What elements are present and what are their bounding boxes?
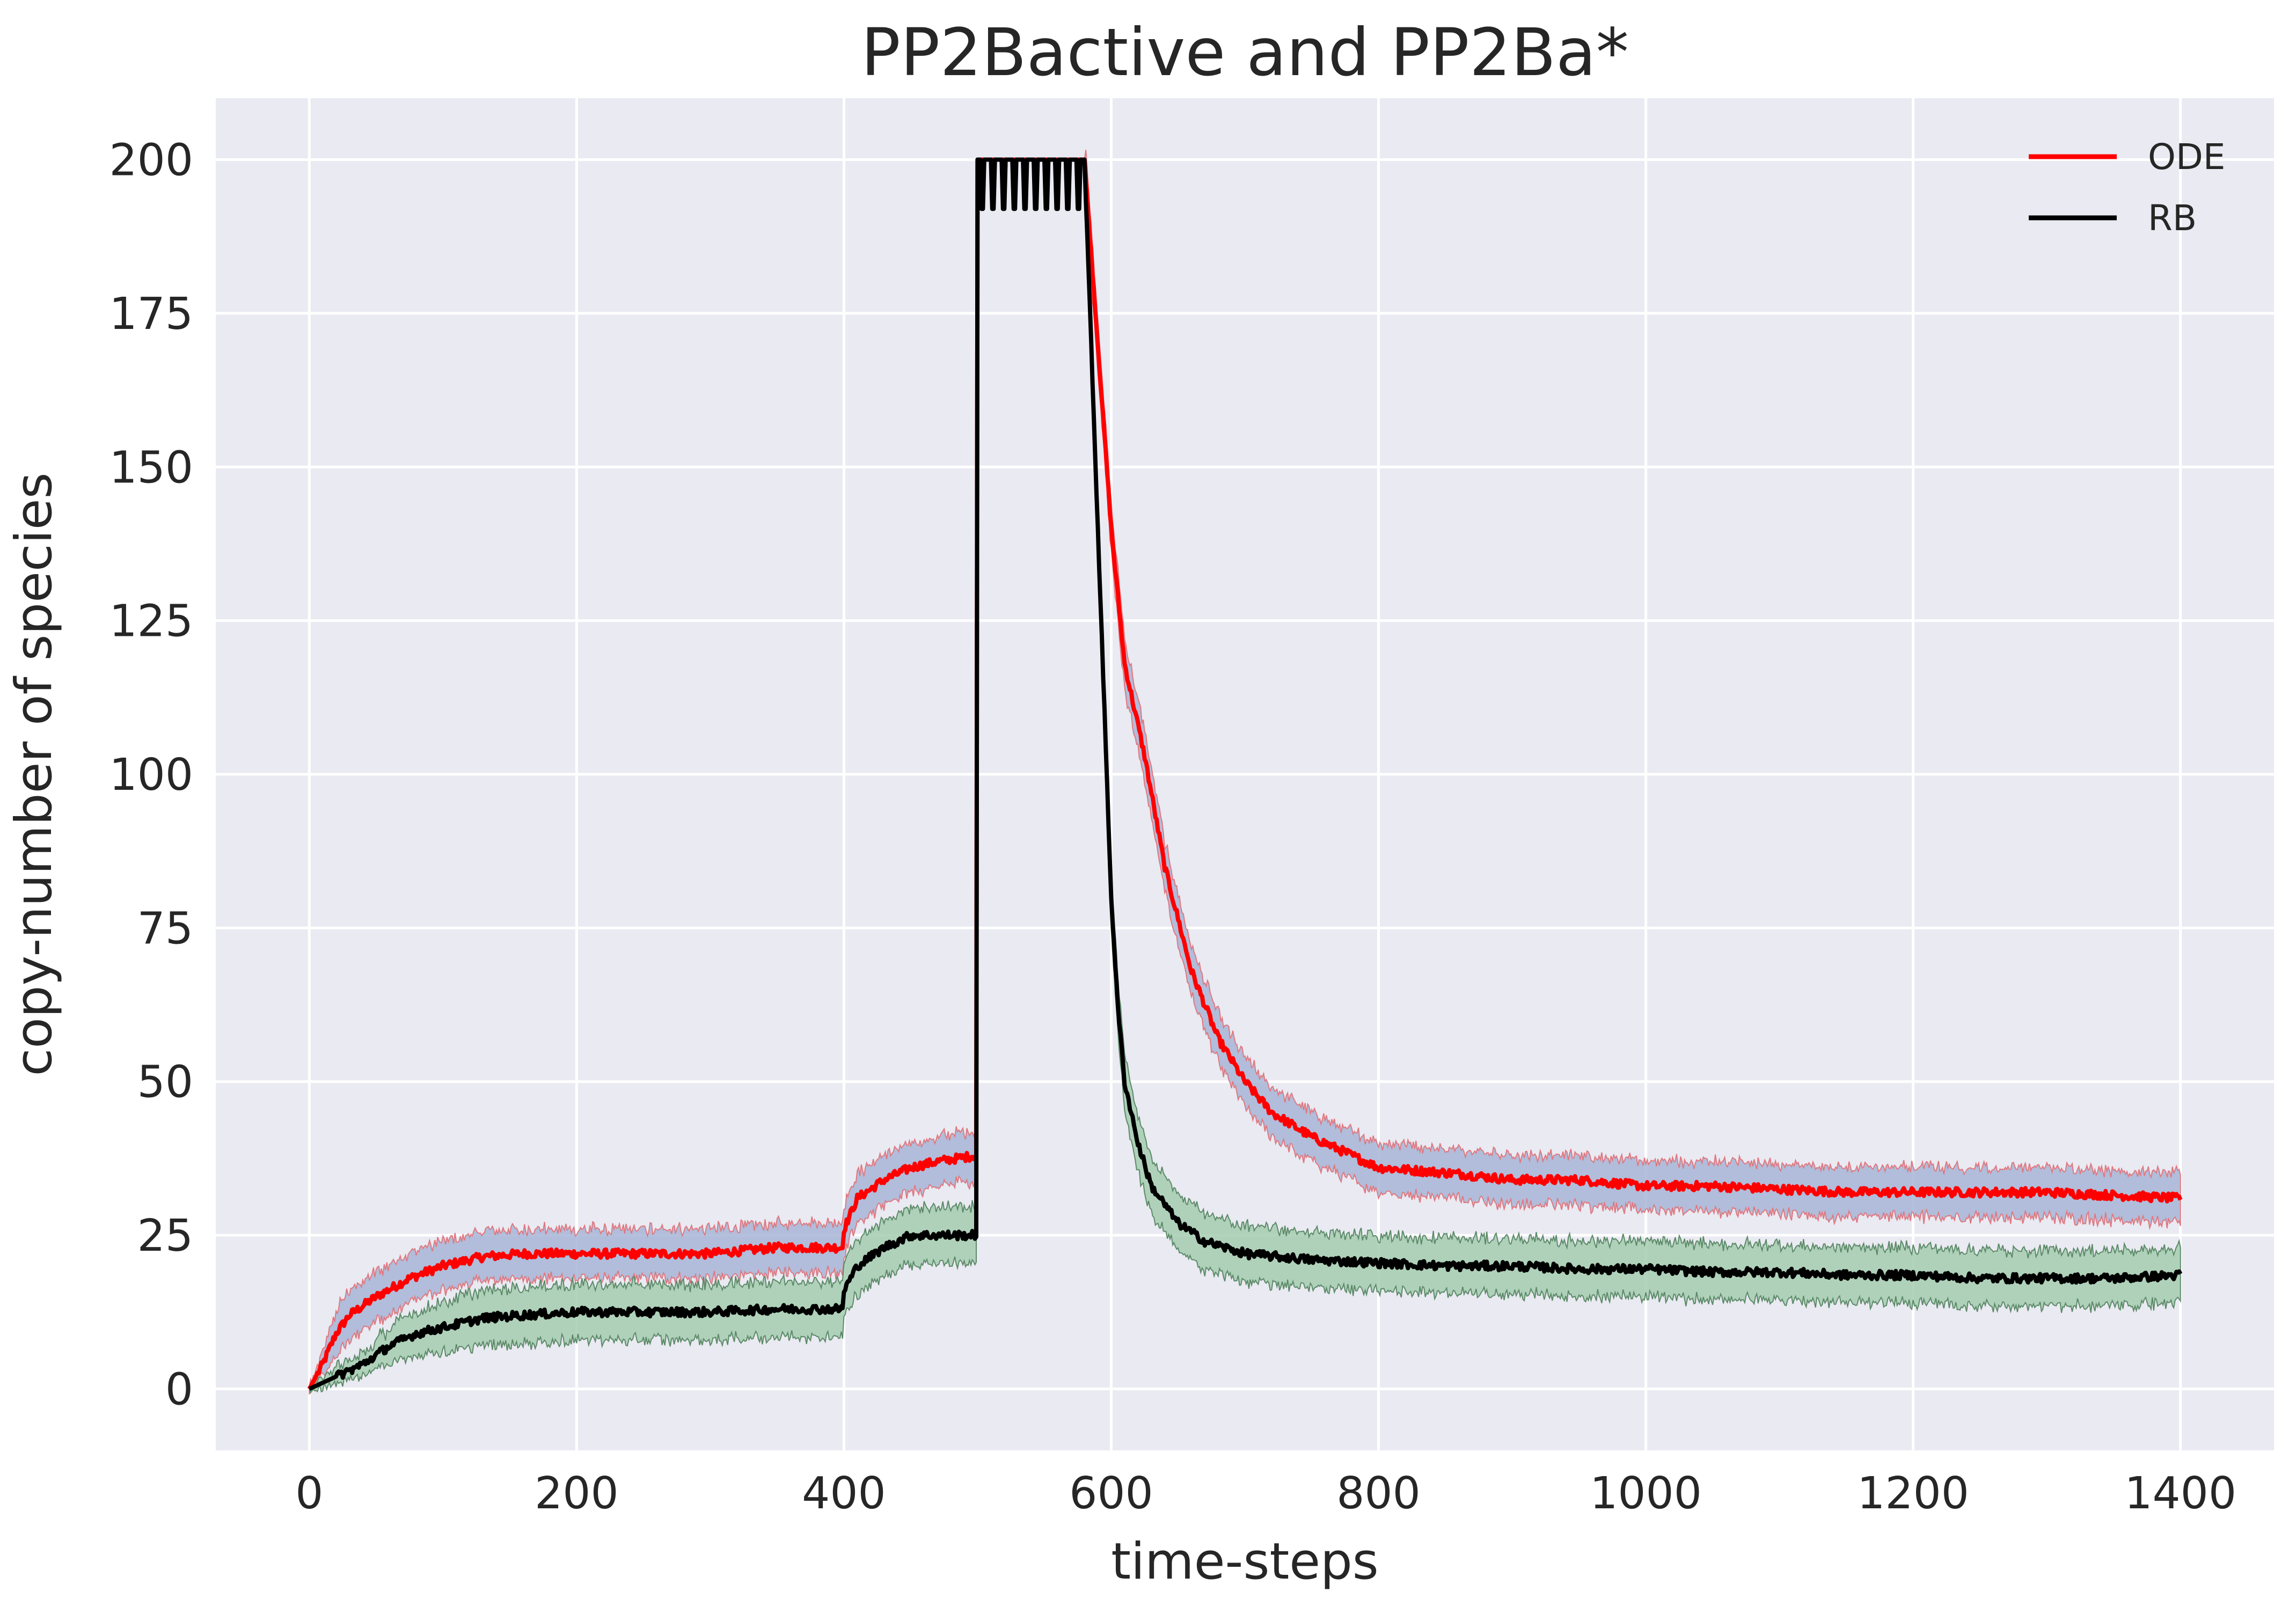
band-rb — [309, 159, 2181, 1394]
chart-title: PP2Bactive and PP2Ba* — [861, 14, 1629, 91]
y-tick-label: 25 — [137, 1210, 193, 1261]
y-axis-label: copy-number of species — [5, 472, 63, 1076]
y-tick-label: 100 — [109, 750, 193, 801]
x-tick-labels: 0 200 400 600 800 1000 1200 1400 — [295, 1468, 2236, 1519]
y-tick-label: 125 — [109, 596, 193, 647]
x-tick-label: 400 — [802, 1468, 886, 1519]
y-tick-label: 75 — [137, 903, 193, 954]
y-tick-label: 150 — [109, 442, 193, 493]
y-tick-label: 200 — [109, 135, 193, 186]
x-tick-label: 1200 — [1857, 1468, 1969, 1519]
y-tick-labels: 0 25 50 75 100 125 150 175 200 — [109, 135, 193, 1415]
series-lines — [307, 157, 2183, 1391]
y-tick-label: 50 — [137, 1057, 193, 1108]
x-tick-label: 800 — [1336, 1468, 1421, 1519]
x-tick-label: 1400 — [2124, 1468, 2236, 1519]
x-tick-label: 1000 — [1590, 1468, 1702, 1519]
band-ode — [309, 150, 2181, 1395]
legend-label-rb: RB — [2148, 197, 2197, 239]
y-tick-label: 0 — [165, 1364, 193, 1415]
legend: ODE RB — [2029, 136, 2225, 239]
line-rb — [308, 157, 2183, 1391]
x-tick-label: 0 — [295, 1468, 323, 1519]
y-tick-label: 175 — [109, 289, 193, 340]
x-tick-label: 600 — [1069, 1468, 1153, 1519]
line-ode — [307, 157, 2183, 1390]
confidence-bands — [309, 150, 2181, 1395]
x-axis-label: time-steps — [1111, 1532, 1379, 1591]
x-tick-label: 200 — [535, 1468, 619, 1519]
legend-label-ode: ODE — [2148, 136, 2225, 178]
